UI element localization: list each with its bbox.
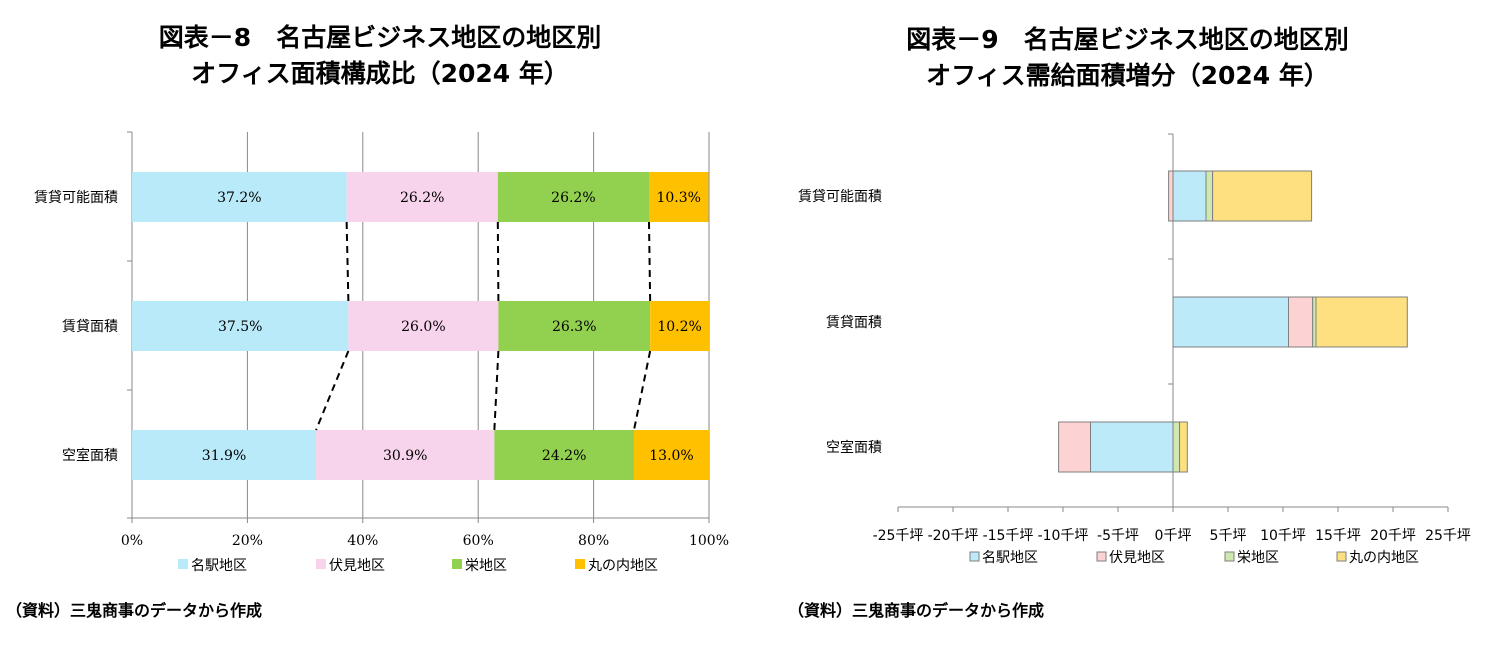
x-tick-label: 10千坪 [1260,528,1306,544]
data-label: 26.2% [551,190,595,206]
data-label: 10.2% [657,319,701,335]
x-tick-label: -25千坪 [873,528,924,544]
bar-segment-item-2 [1205,170,1214,222]
right-chart-title: 図表－9 名古屋ビジネス地区の地区別 オフィス需給面積増分（2024 年） [752,22,1503,94]
data-label: 26.3% [552,319,596,335]
bar-segment-item-1 [348,301,499,351]
legend-label: 丸の内地区 [1349,550,1419,566]
composition-chart: 0% 20% 40% 60% 80% 100% 賃貸可能面積 37.2% 26.2% 26.2% 1… [34,131,729,574]
x-tick-label: 80% [578,533,609,549]
data-label: 37.2% [217,190,261,206]
x-tick-label: 25千坪 [1425,528,1471,544]
bar-segment-item-1 [1288,296,1314,348]
category-label: 賃貸可能面積 [798,189,882,205]
right-source-note: （資料）三鬼商事のデータから作成 [788,601,1045,620]
bar-segment-item-2 [497,172,649,222]
x-tick-label: 0% [121,533,143,549]
bar-segment-item-1 [1168,170,1174,222]
bar-segment-item-2 [494,430,634,480]
left-chart-panel: 図表－8 名古屋ビジネス地区の地区別 オフィス面積構成比（2024 年） 0% 2… [0,0,750,655]
bar-segment-item-3 [1179,421,1188,473]
connector-line [345,221,350,302]
data-label: 26.0% [401,319,445,335]
increment-chart: -25千坪 -20千坪 -15千坪 -10千坪 -5千坪 0千坪 5千坪 10千坪 15千坪 20… [798,133,1471,566]
bar-segment-item-3 [633,430,709,480]
x-tick-label: -5千坪 [1097,528,1139,544]
legend-swatch [1224,551,1235,562]
x-tick-label: 60% [463,533,494,549]
bar-segment-item-1 [316,430,495,480]
x-tick-label: 20% [232,533,263,549]
bar-segment-item-0 [132,430,317,480]
category-label: 賃貸可能面積 [34,190,118,206]
data-label: 31.9% [202,448,246,464]
category-label: 賃貸面積 [62,319,118,335]
x-tick-label: 5千坪 [1210,528,1247,544]
category-label: 賃貸面積 [826,315,882,331]
bar-segment-item-2 [498,301,651,351]
left-title-line1: 図表－8 名古屋ビジネス地区の地区別 [158,23,602,52]
legend-swatch [575,559,585,569]
legend-swatch [1336,551,1347,562]
legend-swatch [178,559,188,569]
right-chart-panel: 図表－9 名古屋ビジネス地区の地区別 オフィス需給面積増分（2024 年） -2… [752,0,1503,655]
legend-label: 栄地区 [1237,550,1279,566]
left-chart-title: 図表－8 名古屋ビジネス地区の地区別 オフィス面積構成比（2024 年） [0,20,760,92]
data-label: 30.9% [383,448,427,464]
left-source-note: （資料）三鬼商事のデータから作成 [6,601,263,620]
connector-line [496,221,500,302]
data-label: 24.2% [542,448,586,464]
x-tick-label: 15千坪 [1315,528,1361,544]
bar-segment-item-0 [1172,296,1289,348]
legend-swatch [452,559,462,569]
x-tick-label: 100% [689,533,729,549]
legend-label: 伏見地区 [1109,550,1165,566]
bar-segment-item-2 [1172,421,1181,473]
x-tick-label: 0千坪 [1155,528,1192,544]
category-label: 空室面積 [62,447,118,464]
category-label: 空室面積 [826,439,882,456]
bar-segment-item-3 [650,301,709,351]
data-label: 37.5% [218,319,262,335]
x-tick-label: 20千坪 [1370,528,1416,544]
x-tick-label: -10千坪 [1038,528,1089,544]
right-title-line2: オフィス需給面積増分（2024 年） [926,61,1329,90]
connector-line [647,221,652,302]
bar-segment-item-0 [1172,170,1207,222]
legend-label: 名駅地区 [191,558,247,574]
legend-swatch [1096,551,1107,562]
legend-label: 栄地区 [465,558,507,574]
bar-segment-item-3 [1212,170,1313,222]
x-tick-label: -20千坪 [928,528,979,544]
bar-segment-item-0 [132,172,347,222]
data-label: 26.2% [400,190,444,206]
x-tick-label: 40% [347,533,378,549]
legend-swatch [316,559,326,569]
connector-line [315,350,350,431]
legend-swatch [969,551,980,562]
bar-segment-item-1 [346,172,498,222]
connector-line [633,350,652,431]
data-label: 13.0% [649,448,693,464]
bar-segment-item-0 [1090,421,1174,473]
legend-label: 伏見地区 [329,558,385,574]
legend-label: 名駅地区 [982,550,1038,566]
connector-line [493,350,500,431]
bar-segment-item-0 [132,301,349,351]
bar-segment-item-3 [1315,296,1408,348]
bar-segment-item-3 [648,172,709,222]
bar-segment-item-1 [1058,421,1092,473]
left-title-line2: オフィス面積構成比（2024 年） [191,59,569,88]
legend-label: 丸の内地区 [588,558,658,574]
data-label: 10.3% [656,190,700,206]
x-tick-label: -15千坪 [983,528,1034,544]
right-title-line1: 図表－9 名古屋ビジネス地区の地区別 [906,25,1349,54]
